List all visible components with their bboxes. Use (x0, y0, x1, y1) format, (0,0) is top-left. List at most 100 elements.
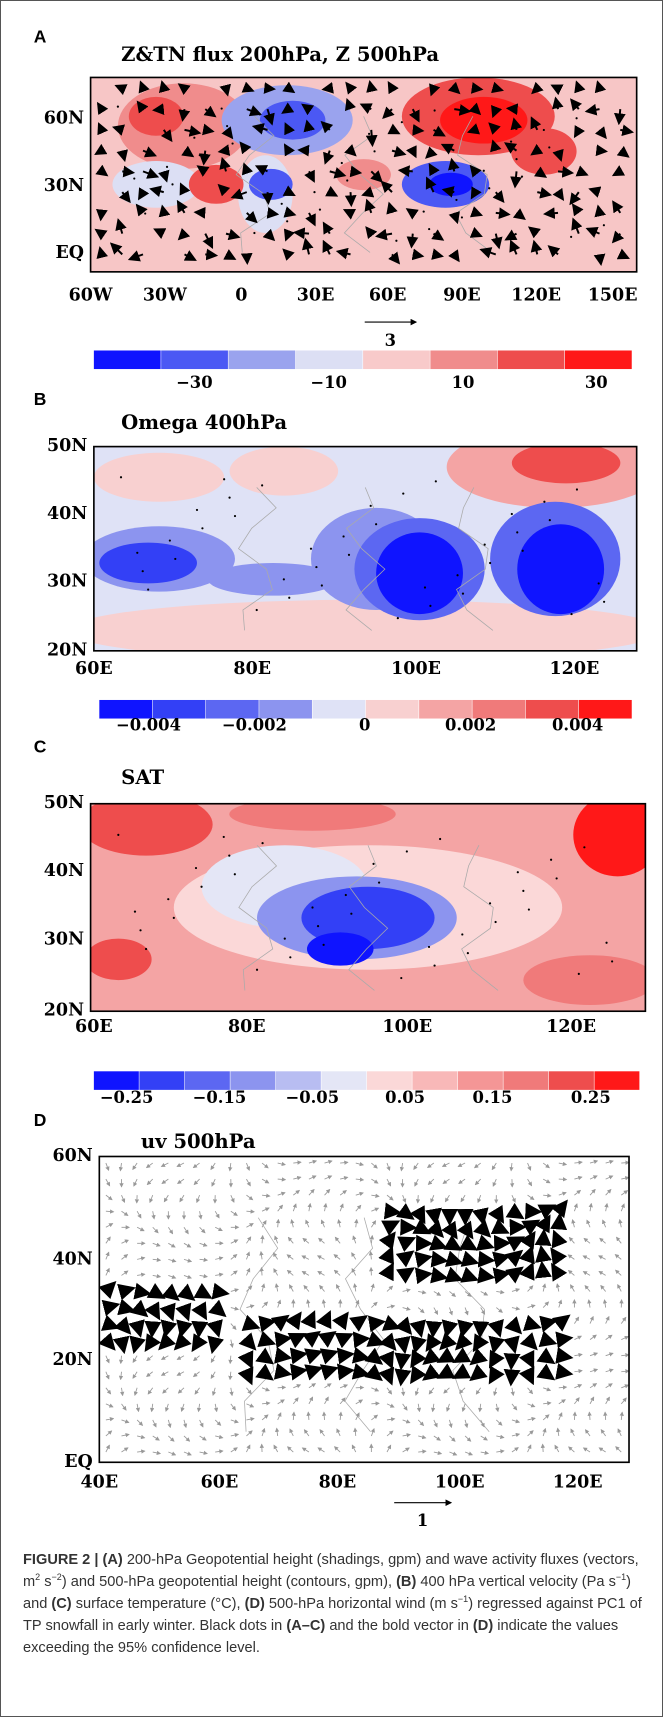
colorbar-label: −0.004 (116, 716, 181, 735)
significance-dot (516, 871, 519, 874)
flux-vector (412, 124, 425, 136)
wind-vector (293, 1384, 302, 1389)
wind-vector (136, 1226, 145, 1232)
flux-vector (282, 185, 296, 197)
wind-vector (386, 1178, 392, 1187)
flux-vector (366, 80, 378, 93)
wind-vector (460, 1266, 480, 1283)
flux-vector (297, 144, 310, 157)
wind-vector (316, 1255, 325, 1260)
wind-vector (167, 1419, 172, 1429)
wind-vector (105, 1209, 115, 1214)
shading (207, 563, 339, 596)
wind-vector (457, 1162, 466, 1167)
wind-vector (586, 1219, 591, 1228)
wind-vector (584, 1284, 591, 1292)
significance-dot (350, 912, 353, 915)
wind-vector (351, 1252, 357, 1260)
wind-vector (542, 1427, 547, 1437)
wind-vector (527, 1387, 534, 1395)
significance-dot (342, 535, 345, 538)
wind-vector (132, 1371, 138, 1379)
flux-vector (246, 105, 262, 117)
colorbar-label: 0.004 (552, 716, 603, 735)
wind-vector (289, 1363, 309, 1381)
x-tick-label: 120E (553, 1473, 603, 1493)
wind-vector (418, 1290, 427, 1295)
wind-vector (351, 1444, 357, 1453)
wind-vector (543, 1193, 552, 1198)
y-tick-label: 30N (44, 176, 84, 196)
wind-vector (215, 1256, 224, 1261)
flux-vector (454, 104, 472, 116)
wind-vector (160, 1162, 169, 1167)
wind-vector (509, 1162, 514, 1172)
significance-dot (433, 964, 436, 967)
significance-dot (405, 850, 408, 853)
wind-vector (371, 1387, 380, 1392)
wind-vector (230, 1306, 240, 1311)
wind-vector (286, 1269, 294, 1276)
wind-vector (118, 1162, 124, 1172)
wind-vector (443, 1234, 463, 1251)
caption-run: (B) (396, 1574, 417, 1590)
wind-vector (477, 1266, 496, 1284)
flux-vector (387, 81, 399, 95)
x-tick-label: 60E (369, 285, 407, 305)
x-tick-label: 100E (391, 659, 441, 679)
flux-vector (552, 96, 564, 110)
wind-vector (614, 1254, 622, 1260)
wind-vector (133, 1178, 138, 1187)
flux-vector (153, 228, 167, 239)
wind-vector (230, 1447, 238, 1453)
wind-vector (230, 1239, 239, 1244)
flux-vector (470, 82, 484, 94)
wind-vector (246, 1403, 255, 1408)
significance-dot (575, 488, 579, 491)
wind-vector (371, 1414, 379, 1421)
flux-vector (142, 146, 157, 158)
flux-vector (94, 228, 108, 241)
flux-vector (96, 208, 108, 222)
wind-vector (367, 1315, 387, 1333)
significance-dot (133, 177, 136, 180)
wind-vector (198, 1211, 203, 1220)
flux-vector (406, 233, 419, 249)
wind-vector (324, 1383, 332, 1389)
wind-vector (261, 1283, 266, 1292)
wind-vector (293, 1189, 301, 1196)
significance-dot (168, 539, 171, 542)
wind-vector (619, 1411, 624, 1420)
wind-vector (379, 1332, 397, 1352)
wind-vector (121, 1194, 126, 1203)
x-tick-label: 150E (588, 285, 638, 305)
colorbar-label: 10 (452, 373, 475, 392)
x-tick-label: 60E (75, 659, 113, 679)
flux-vector (441, 186, 455, 198)
map-field (99, 1156, 630, 1463)
wind-vector (199, 1273, 208, 1279)
wind-vector (179, 1194, 185, 1203)
flux-vector (504, 229, 518, 241)
wind-vector (480, 1435, 488, 1441)
wind-vector (339, 1190, 347, 1196)
wind-vector (152, 1274, 162, 1279)
coastline (345, 487, 386, 631)
wind-vector (261, 1301, 269, 1308)
colorbar-segment (457, 1071, 503, 1090)
significance-dot (375, 523, 378, 526)
wind-vector (105, 1444, 110, 1453)
wind-vector (511, 1194, 516, 1203)
flux-vector (114, 84, 128, 96)
wind-vector (402, 1194, 407, 1204)
wind-vector (149, 1403, 155, 1413)
wind-vector (163, 1194, 169, 1203)
wind-vector (518, 1349, 535, 1370)
flux-vector (509, 239, 521, 255)
flux-vector (95, 164, 109, 177)
wind-vector (286, 1254, 294, 1260)
significance-dot (570, 235, 573, 238)
wind-vector (446, 1403, 451, 1412)
caption-run: 500-hPa horizontal wind (m s (264, 1596, 458, 1612)
